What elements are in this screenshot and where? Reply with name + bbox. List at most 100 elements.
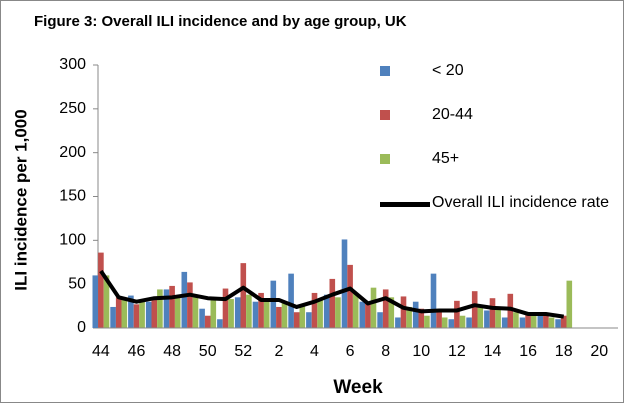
bar [424, 315, 430, 328]
bar [466, 317, 472, 328]
bar [400, 296, 407, 328]
legend-item: 20-44 [376, 106, 622, 124]
bar [560, 315, 567, 328]
bar [210, 299, 217, 328]
bar [525, 312, 531, 328]
bar [430, 273, 437, 328]
bar [110, 306, 116, 328]
bar [92, 275, 99, 328]
legend-item: < 20 [376, 62, 622, 80]
bar [530, 315, 537, 328]
legend-swatch [380, 202, 430, 207]
bar [395, 317, 401, 328]
bar [151, 299, 158, 328]
bar [103, 275, 110, 328]
legend-label: 20-44 [432, 106, 473, 123]
bar [341, 239, 348, 328]
bar [128, 295, 134, 328]
x-tick-label: 52 [234, 343, 252, 360]
bar [347, 264, 353, 328]
legend-label: Overall ILI incidence rate [432, 194, 609, 211]
bar [489, 298, 496, 328]
bar [471, 291, 478, 328]
bar [145, 301, 152, 328]
x-tick-label: 10 [412, 343, 430, 360]
bar [388, 297, 395, 328]
y-tick-label: 50 [68, 275, 86, 292]
y-tick-label: 0 [77, 319, 86, 336]
bar [519, 317, 526, 328]
bar [192, 294, 199, 328]
bar [335, 297, 341, 328]
bar [204, 315, 211, 328]
bar [548, 317, 555, 328]
bar [187, 282, 193, 328]
bar [448, 319, 455, 328]
x-tick-label: 48 [163, 343, 181, 360]
x-tick-label: 2 [274, 343, 283, 360]
bar [543, 313, 549, 328]
bar [169, 285, 175, 328]
bar [270, 280, 277, 328]
legend-label: < 20 [432, 62, 464, 79]
bar [495, 308, 501, 328]
bar [365, 301, 371, 328]
bar [513, 312, 519, 328]
x-tick-label: 50 [199, 343, 217, 360]
bar [382, 289, 389, 328]
bar [217, 319, 223, 328]
bar [311, 292, 318, 328]
bar [163, 289, 170, 328]
bar [377, 312, 383, 328]
y-tick-label: 200 [59, 144, 86, 161]
y-tick-label: 100 [59, 232, 86, 249]
bar [228, 299, 234, 328]
bar [222, 288, 229, 328]
bar [418, 308, 425, 328]
bar [276, 306, 282, 328]
bar [288, 273, 294, 328]
x-tick-label: 44 [92, 343, 110, 360]
chart-title: Figure 3: Overall ILI incidence and by a… [34, 13, 407, 30]
bar [293, 312, 300, 328]
bar [406, 306, 412, 328]
bar [139, 301, 145, 328]
y-axis-label: ILI incidence per 1,000 [11, 109, 30, 290]
bar [121, 299, 128, 328]
bar [252, 301, 259, 328]
line [99, 269, 564, 319]
x-tick-label: 4 [310, 343, 319, 360]
bar [299, 306, 306, 328]
x-tick-label: 12 [448, 343, 466, 360]
bar [352, 292, 359, 328]
bar [501, 317, 508, 328]
legend-label: 45+ [432, 150, 460, 167]
x-tick-label: 6 [346, 343, 355, 360]
bar [258, 292, 264, 328]
legend-swatch [380, 66, 390, 76]
bar [181, 271, 188, 328]
bar [240, 263, 247, 328]
bar [263, 301, 270, 328]
x-axis-label: Week [333, 377, 383, 398]
bar [436, 310, 442, 328]
bar [329, 278, 336, 328]
bar [370, 287, 377, 328]
x-tick-label: 8 [381, 343, 390, 360]
bar [199, 308, 205, 328]
bar [441, 317, 448, 328]
bar [459, 315, 466, 328]
bar [484, 310, 490, 328]
bar [246, 294, 252, 328]
bar [412, 301, 419, 328]
bar [115, 297, 122, 328]
x-tick-label: 14 [484, 343, 502, 360]
bar [174, 296, 181, 328]
bar [477, 306, 484, 328]
bar [157, 289, 163, 328]
x-tick-label: 16 [519, 343, 537, 360]
x-tick-label: 20 [590, 343, 608, 360]
bar [454, 300, 460, 328]
